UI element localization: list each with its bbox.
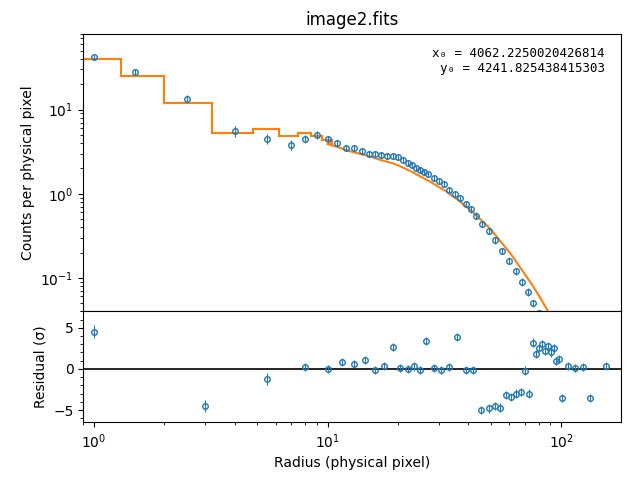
X-axis label: Radius (physical pixel): Radius (physical pixel) xyxy=(274,456,430,470)
Y-axis label: Counts per physical pixel: Counts per physical pixel xyxy=(20,85,35,260)
Text: x₀ = 4062.2250020426814
y₀ = 4241.825438415303: x₀ = 4062.2250020426814 y₀ = 4241.825438… xyxy=(432,48,605,75)
Title: image2.fits: image2.fits xyxy=(305,11,399,29)
Y-axis label: Residual (σ): Residual (σ) xyxy=(33,325,47,408)
